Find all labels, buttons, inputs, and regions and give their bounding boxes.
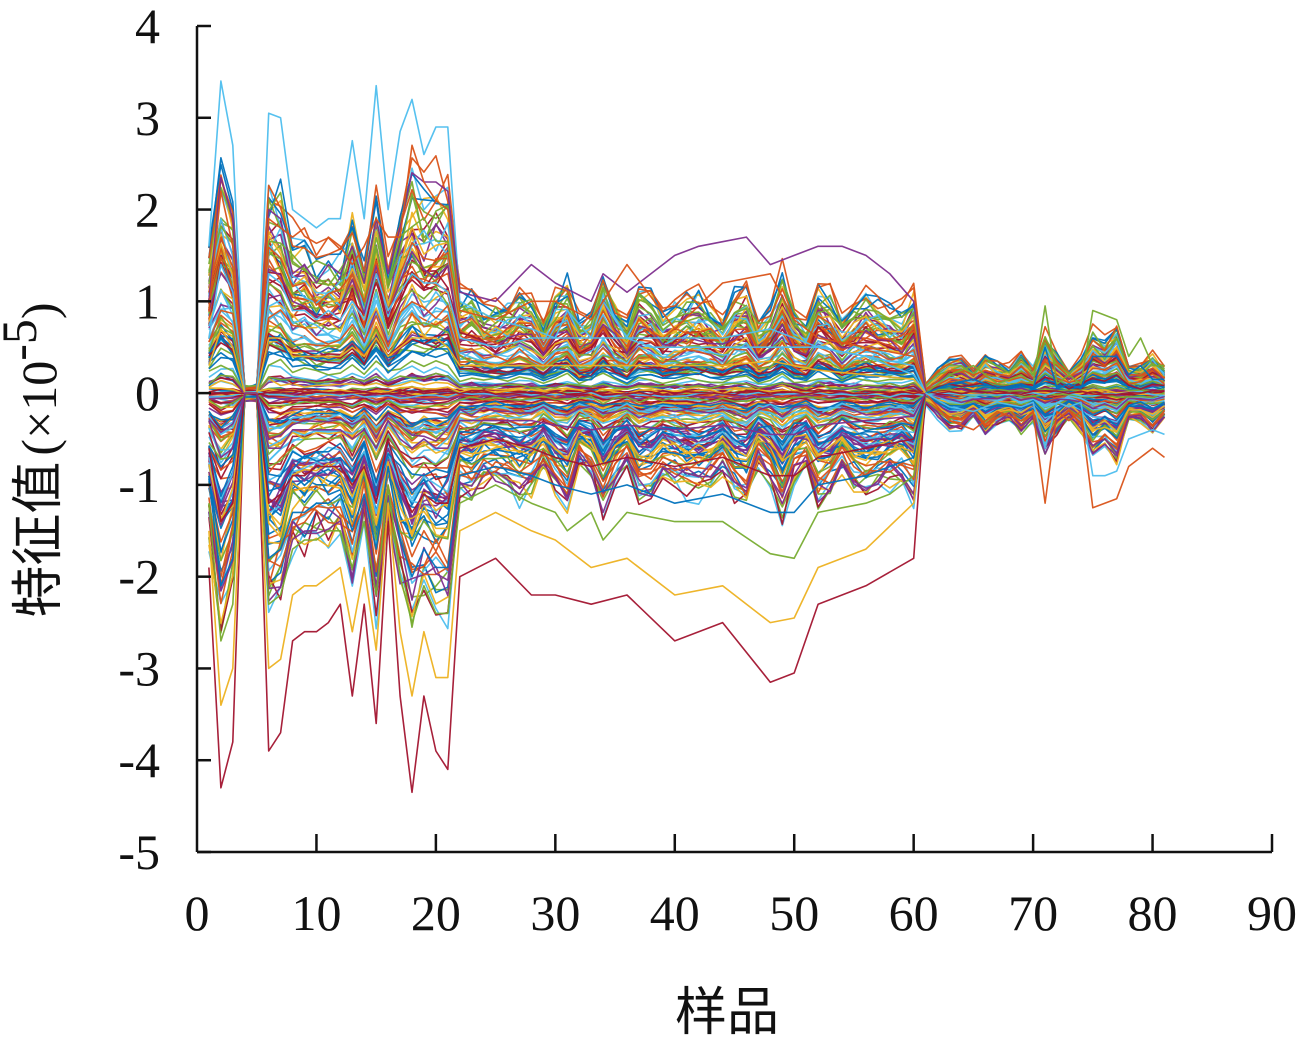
- y-axis-title-unit-close: ): [11, 302, 67, 319]
- series-line: [208, 393, 1165, 503]
- series-line: [208, 144, 927, 394]
- y-tick-label: -2: [118, 549, 160, 605]
- x-tick-label: 70: [1008, 885, 1058, 941]
- x-tick-label: 0: [185, 885, 210, 941]
- series-line: [208, 392, 927, 794]
- series-line: [208, 391, 1165, 442]
- series-line: [208, 173, 1166, 390]
- y-axis-title-unit: (×10: [11, 361, 67, 456]
- series-line: [208, 172, 927, 394]
- y-tick-label: -3: [118, 640, 160, 696]
- y-axis-title: 特征值 (×10-5): [0, 302, 69, 617]
- series-line: [208, 263, 927, 394]
- series-layer: [208, 80, 1166, 794]
- x-tick-label: 50: [769, 885, 819, 941]
- series-line: [208, 372, 1165, 395]
- series-line: [208, 400, 1166, 601]
- x-tick-label: 80: [1128, 885, 1178, 941]
- x-tick-label: 40: [650, 885, 700, 941]
- axes-layer: [195, 26, 1272, 854]
- series-line: [924, 392, 1165, 509]
- series-line: [208, 392, 927, 642]
- x-tick-label: 30: [530, 885, 580, 941]
- y-tick-label: -1: [118, 457, 160, 513]
- x-tick-label: 90: [1247, 885, 1297, 941]
- series-line: [925, 305, 1165, 394]
- series-line: [208, 392, 927, 459]
- series-line: [208, 80, 927, 394]
- series-line: [208, 392, 927, 587]
- x-tick-label: 60: [889, 885, 939, 941]
- series-line: [208, 313, 1165, 391]
- x-axis-title: 样品: [675, 983, 779, 1042]
- series-line: [208, 392, 927, 523]
- series-line: [208, 217, 1165, 388]
- y-tick-label: 0: [135, 365, 160, 421]
- x-tick-label: 10: [291, 885, 341, 941]
- y-tick-label: 3: [135, 90, 160, 146]
- series-line: [208, 328, 927, 394]
- y-tick-label: 2: [135, 182, 160, 238]
- series-line: [925, 392, 1165, 477]
- y-tick-label: 4: [135, 0, 160, 54]
- y-tick-label: -5: [118, 824, 160, 880]
- y-axis-title-main: 特征值: [9, 462, 69, 618]
- series-line: [208, 389, 1165, 396]
- series-line: [208, 392, 927, 706]
- series-line: [925, 346, 1165, 394]
- series-line: [208, 350, 1165, 393]
- series-line: [208, 396, 1165, 534]
- series-line: [208, 390, 1165, 400]
- y-tick-label: -4: [118, 732, 160, 788]
- x-tick-label: 20: [411, 885, 461, 941]
- series-line: [208, 372, 1165, 394]
- series-line: [208, 236, 1166, 391]
- y-axis-title-exponent: -5: [0, 319, 47, 361]
- y-tick-label: 1: [135, 273, 160, 329]
